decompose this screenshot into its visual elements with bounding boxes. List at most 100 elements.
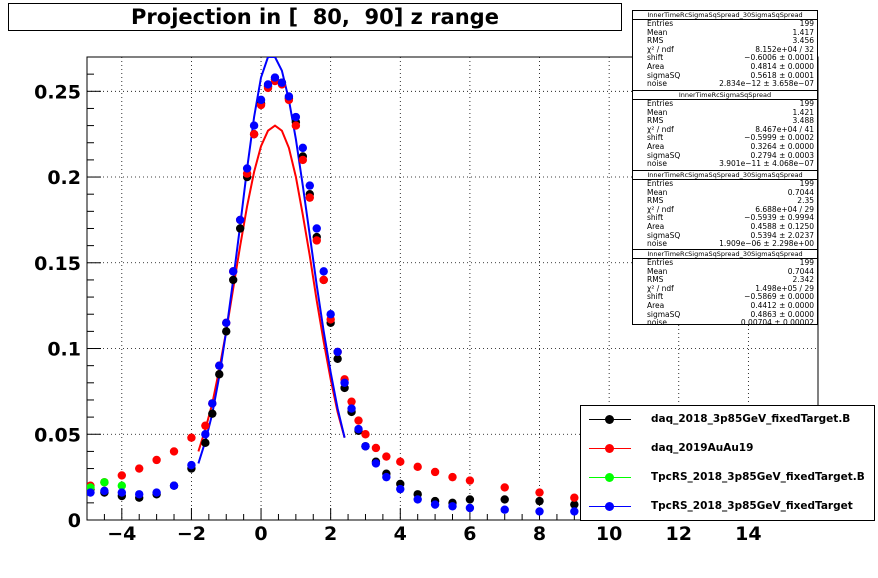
stats-key: RMS (647, 116, 664, 126)
stats-value: −0.6006 ± 0.0001 (744, 53, 814, 63)
data-point (208, 409, 217, 418)
data-point (284, 92, 294, 101)
data-point (305, 181, 314, 190)
data-point (135, 464, 144, 473)
stats-key: χ² / ndf (647, 204, 674, 214)
stats-row: χ² / ndf 8.152e+04 / 32 (633, 45, 817, 55)
stats-row: shift −0.5999 ± 0.0002 (633, 134, 817, 143)
data-point (448, 502, 457, 511)
stats-value: 0.4412 ± 0.0000 (750, 300, 814, 310)
data-point (263, 80, 273, 89)
stats-key: RMS (647, 275, 664, 285)
plot-content (87, 57, 579, 516)
data-point (117, 471, 127, 480)
stats-key: shift (647, 213, 664, 223)
data-point (298, 143, 308, 153)
stats-value: 0.7044 (787, 266, 814, 276)
data-point (229, 267, 238, 276)
data-point (312, 236, 321, 245)
stats-box: InnerTimeRcSigmaSqSpread_30SigmaSqSpread… (632, 170, 818, 250)
data-point (208, 399, 217, 408)
fit-curve (197, 57, 346, 464)
stats-row: Mean 0.7044 (633, 266, 817, 277)
data-point (570, 493, 579, 502)
stats-value: −0.5999 ± 0.0002 (744, 133, 814, 143)
data-point (215, 370, 224, 379)
data-point (333, 347, 342, 357)
data-point (277, 78, 287, 87)
stats-value: 0.4588 ± 0.1250 (750, 221, 814, 231)
data-point (465, 476, 475, 485)
stats-value: 0.5394 ± 2.0237 (750, 230, 814, 240)
stats-value: 1.909e−06 ± 2.298e+00 (719, 239, 814, 249)
stats-row: Entries 199 (633, 179, 817, 189)
stats-header: InnerTimeRcSigmaSqSpread (633, 91, 817, 100)
data-point (235, 215, 245, 225)
stats-row: χ² / ndf 6.688e+04 / 29 (633, 204, 817, 215)
stats-row: Area 0.4588 ± 0.1250 (633, 221, 817, 232)
data-point (100, 478, 109, 487)
stats-box: InnerTimeRcSigmaSqSpread_30SigmaSqSpread… (632, 10, 818, 91)
data-point (382, 452, 391, 461)
y-tick-label: 0.15 (34, 253, 81, 275)
stats-key: Entries (647, 19, 674, 28)
stats-value: 3.456 (792, 36, 814, 46)
data-point (229, 275, 238, 285)
stats-key: Mean (647, 107, 668, 117)
legend-marker (605, 415, 614, 424)
stats-value: 1.421 (792, 107, 814, 117)
stats-row: χ² / ndf 1.498e+05 / 29 (633, 283, 817, 294)
stats-key: Area (647, 300, 665, 310)
stats-value: 2.35 (797, 196, 814, 206)
stats-value: 0.00704 ± 0.00002 (740, 318, 814, 328)
stats-row: Area 0.4814 ± 0.0000 (633, 62, 817, 72)
data-point (319, 275, 328, 285)
legend-entry: TpcRS_2018_3p85GeV_fixedTarget.B (581, 464, 876, 493)
stats-key: noise (647, 79, 667, 89)
stats-key: Area (647, 141, 665, 151)
data-point (535, 488, 544, 497)
data-point (535, 507, 544, 516)
stats-row: shift −0.6006 ± 0.0001 (633, 54, 817, 63)
data-point (340, 378, 349, 388)
data-point (169, 447, 179, 456)
data-point (382, 472, 391, 482)
data-point (333, 354, 342, 364)
data-point (361, 442, 370, 451)
data-point (347, 397, 356, 406)
data-point (152, 488, 161, 497)
stats-value: 0.7044 (787, 187, 814, 197)
data-point (570, 507, 579, 516)
data-point (117, 481, 127, 490)
stats-row: sigmaSQ 0.4863 ± 0.0000 (633, 309, 817, 320)
data-point (222, 318, 231, 327)
data-point (347, 404, 356, 413)
stats-value: 1.498e+05 / 29 (755, 283, 814, 293)
stats-value: 0.4863 ± 0.0000 (750, 309, 814, 319)
stats-value: 6.688e+04 / 29 (755, 204, 814, 214)
stats-row: Area 0.4412 ± 0.0000 (633, 300, 817, 311)
x-tick-label: 0 (254, 523, 267, 545)
data-point (291, 112, 301, 122)
data-point (430, 500, 440, 509)
stats-key: Mean (647, 187, 668, 197)
stats-value: 2.834e−12 ± 3.658e−07 (719, 79, 814, 89)
stats-row: RMS 2.342 (633, 276, 817, 285)
data-point (430, 467, 440, 477)
data-point (249, 121, 259, 130)
data-point (500, 495, 509, 504)
legend-entry: daq_2019AuAu19 (581, 435, 876, 464)
stats-value: 199 (799, 19, 814, 28)
stats-value: 3.488 (792, 116, 814, 126)
data-point (570, 500, 579, 509)
stats-value: 8.467e+04 / 41 (755, 124, 814, 134)
data-point (448, 472, 457, 482)
data-point (298, 155, 308, 165)
data-point (413, 462, 422, 472)
stats-key: Mean (647, 27, 668, 37)
stats-key: sigmaSQ (647, 230, 681, 240)
stats-row: Entries 199 (633, 99, 817, 109)
chart-title: Projection in [ 80, 90] z range (8, 3, 622, 31)
data-point (135, 490, 144, 499)
